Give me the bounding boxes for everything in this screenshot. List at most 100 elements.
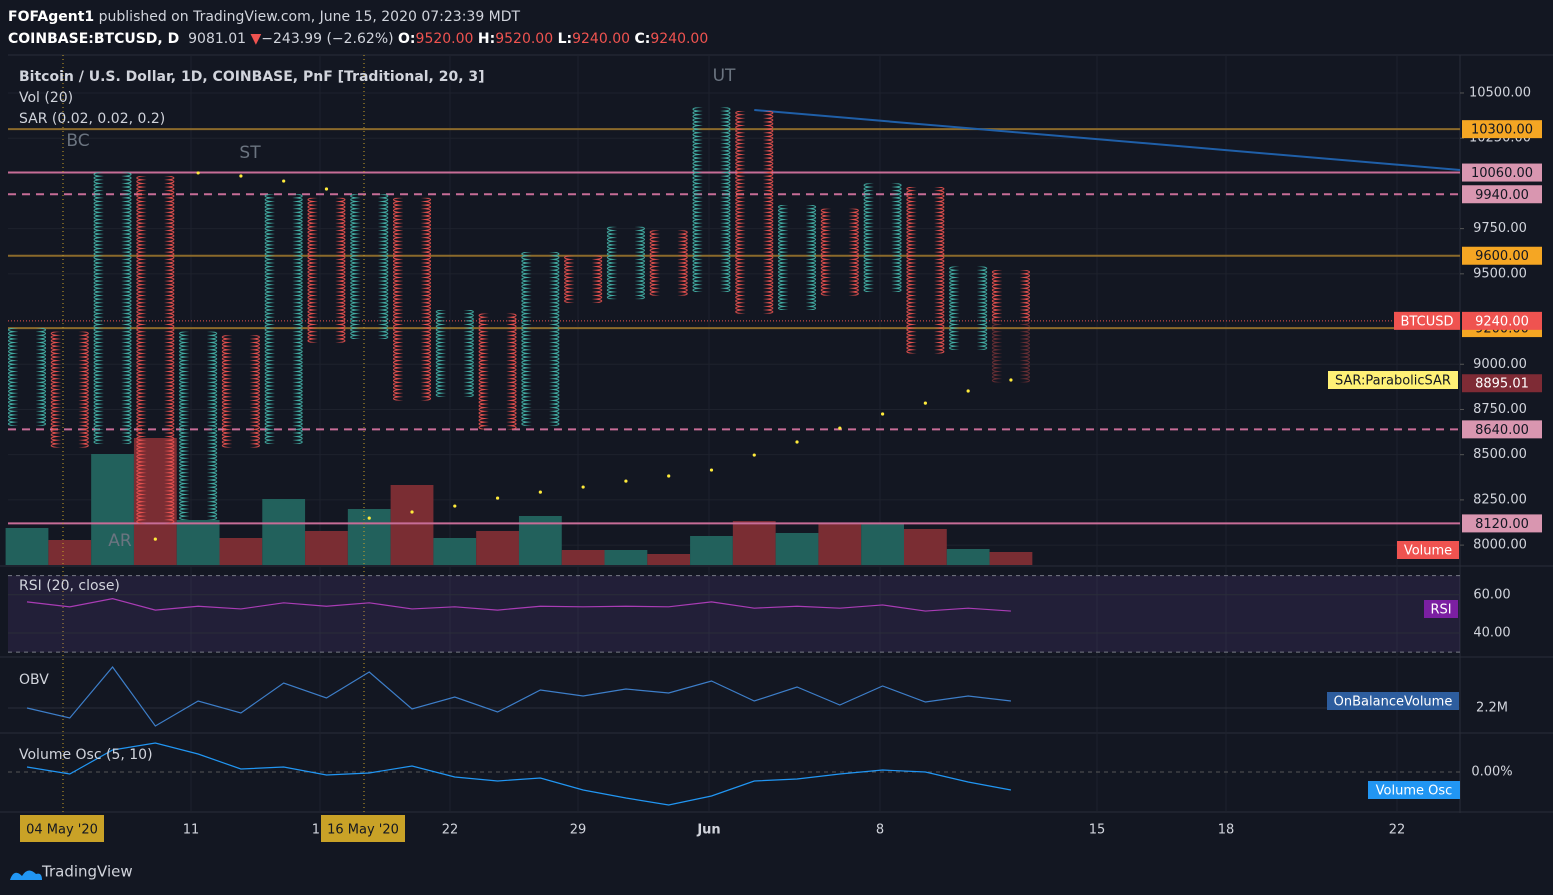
- pnf-column: [477, 313, 518, 430]
- volume-bar: [861, 524, 904, 565]
- level-tag-bg: [1462, 246, 1542, 265]
- pnf-column: [648, 230, 689, 296]
- pnf-column: [990, 270, 1031, 321]
- sar-legend: SAR:ParabolicSAR: [1335, 374, 1451, 389]
- volume-bar: [732, 521, 776, 565]
- l: 9240.00: [572, 31, 631, 47]
- indicator-legend-bg: [1368, 781, 1460, 799]
- sar-legend-bg: [1328, 371, 1458, 389]
- volume-bar: [647, 554, 691, 565]
- trend-line: [754, 108, 1461, 172]
- x-tick-label: 15: [1089, 823, 1106, 838]
- pnf-column: [392, 197, 433, 401]
- pnf-column: [434, 310, 475, 397]
- volume-legend: Volume: [1404, 544, 1452, 559]
- pnf-column: [948, 266, 989, 350]
- sar-dot: [667, 474, 671, 478]
- pnf-column: [349, 194, 390, 339]
- sar-tag-bg: [1462, 374, 1542, 393]
- sar-dot: [367, 516, 371, 520]
- author: FOFAgent1: [8, 9, 95, 25]
- date-highlight: [321, 815, 405, 842]
- volume-bar: [48, 540, 92, 565]
- sar-dot: [966, 389, 970, 393]
- level-tag-bg: [1462, 120, 1542, 139]
- x-tick-label: Jun: [696, 823, 720, 838]
- indicator-legend: OnBalanceVolume: [1334, 695, 1453, 710]
- y-tick-label: 9000.00: [1473, 357, 1527, 372]
- volume-bar: [176, 520, 220, 565]
- y-tick-label: 8250.00: [1473, 492, 1527, 507]
- volume-legend-bg: [1397, 541, 1459, 559]
- volume-bar: [604, 550, 648, 565]
- y-tick-label: 8500.00: [1473, 447, 1527, 462]
- pane-title: OBV: [19, 672, 49, 688]
- last: 9081.01: [188, 31, 247, 47]
- sar-dot: [538, 490, 542, 494]
- volume-bar: [690, 536, 733, 565]
- volume-bar: [305, 531, 348, 565]
- pnf-column: [135, 176, 176, 524]
- pane-subtitle: SAR (0.02, 0.02, 0.2): [19, 111, 165, 127]
- x-tick-label: 16 May '20: [327, 823, 399, 838]
- indicator-legend-bg: [1424, 600, 1458, 618]
- y-tick-label: 40.00: [1473, 626, 1510, 641]
- sar-dot: [881, 412, 885, 416]
- level-tag: 10060.00: [1471, 166, 1533, 181]
- volume-bar: [775, 533, 819, 565]
- o: 9520.00: [415, 31, 474, 47]
- pnf-column: [520, 252, 561, 426]
- header-line: COINBASE:BTCUSD, D 9081.01 ▼−243.99 (−2.…: [8, 28, 708, 50]
- pnf-column: [605, 226, 646, 300]
- sar-tag: 8895.01: [1475, 377, 1529, 392]
- volume-bar: [91, 454, 134, 565]
- y-tick-label: 0.00%: [1471, 765, 1512, 780]
- x-tick-label: 22: [442, 823, 459, 838]
- volume-bar: [476, 531, 519, 565]
- indicator-line: [26, 597, 1011, 612]
- level-tag: 9600.00: [1475, 249, 1529, 264]
- indicator-legend-bg: [1327, 692, 1459, 710]
- header: FOFAgent1 published on TradingView.com, …: [8, 6, 708, 50]
- sar-dot: [624, 479, 628, 483]
- volume-bar: [818, 524, 862, 565]
- indicator-line: [26, 742, 1012, 806]
- sar-dot: [239, 174, 243, 178]
- sar-dot: [410, 510, 414, 514]
- sar-dot: [196, 171, 200, 175]
- sar-dot: [923, 401, 927, 405]
- volume-bar: [219, 538, 263, 565]
- pnf-column: [306, 197, 347, 343]
- pane-title: RSI (20, close): [19, 578, 120, 594]
- volume-bar: [903, 529, 947, 565]
- pnf-column: [220, 335, 261, 448]
- last-price-tag-bg: [1462, 311, 1542, 330]
- level-tag-bg: [1462, 163, 1542, 182]
- pane-subtitle: Vol (20): [19, 90, 73, 106]
- sar-dot: [709, 468, 714, 472]
- h-key: H:: [477, 31, 496, 47]
- rsi-band: [8, 575, 1460, 653]
- pnf-column: [691, 107, 732, 292]
- sar-dot: [495, 496, 500, 500]
- l-key: L:: [557, 31, 573, 47]
- volume-bar: [262, 499, 306, 565]
- pnf-column: [178, 331, 219, 520]
- y-tick-label: 8000.00: [1473, 538, 1527, 553]
- symbol-tag-bg: [1394, 311, 1460, 330]
- volume-bar: [390, 485, 434, 565]
- indicator-line: [26, 666, 1012, 727]
- pnf-column: [7, 328, 47, 426]
- change: −243.99 (−2.62%): [261, 31, 394, 47]
- sar-dot: [752, 453, 756, 457]
- annotation: BC: [66, 131, 89, 151]
- x-tick-label: 22: [1389, 823, 1406, 838]
- volume-bar: [946, 549, 990, 565]
- c: 9240.00: [650, 31, 709, 47]
- pnf-column: [862, 183, 903, 292]
- y-tick-label: 8750.00: [1473, 402, 1527, 417]
- pnf-column: [777, 205, 818, 310]
- volume-bar: [433, 538, 477, 565]
